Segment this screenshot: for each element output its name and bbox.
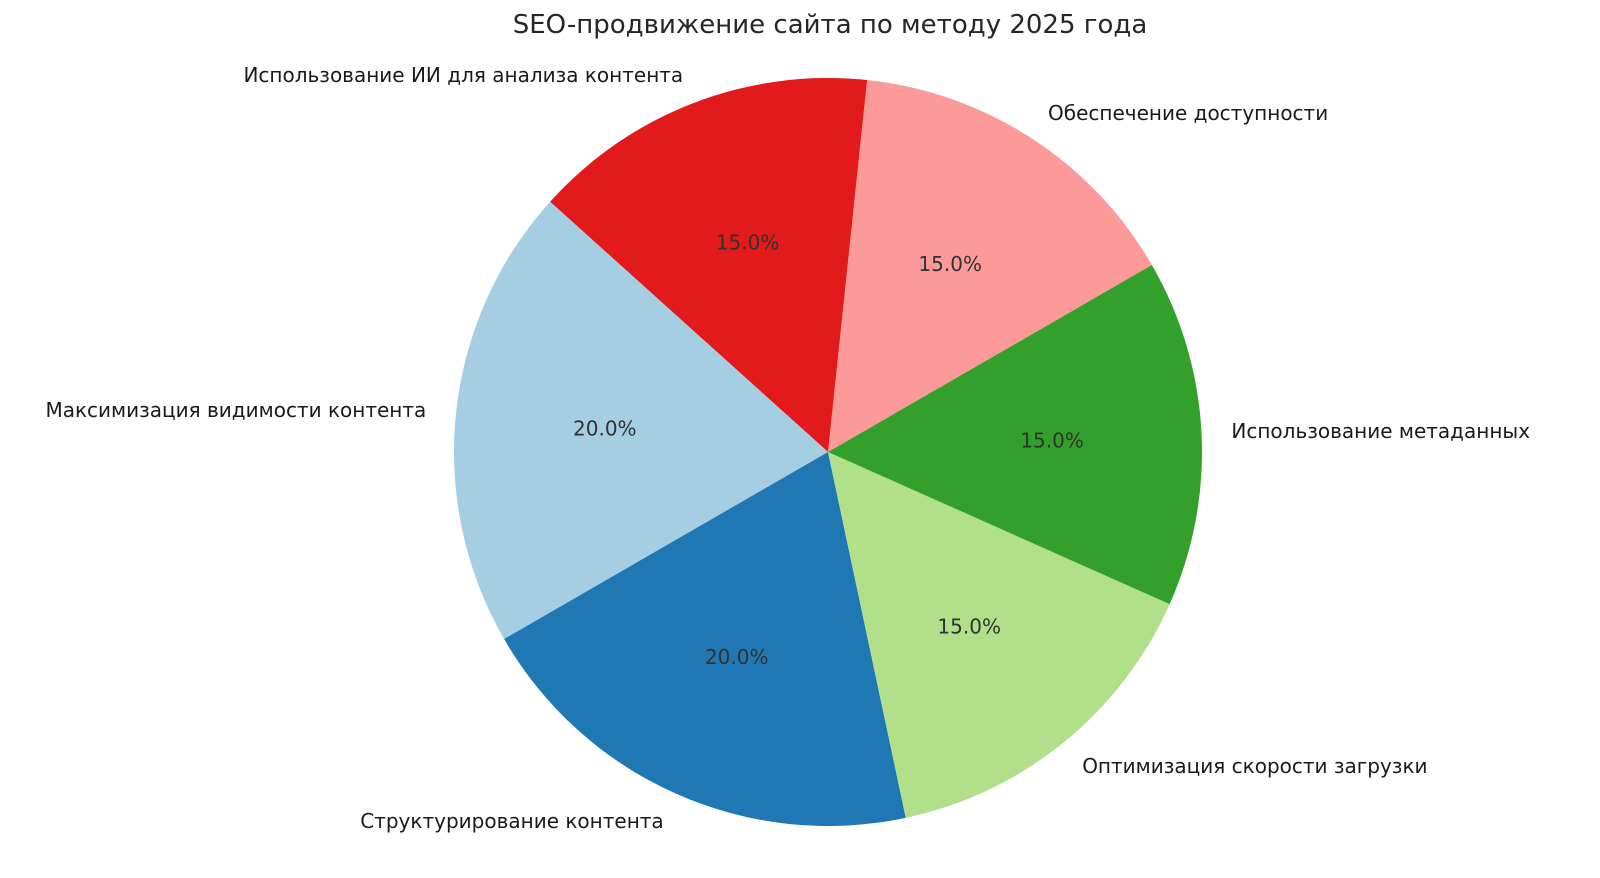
pie-slice-label-3: Структурирование контента	[360, 809, 663, 833]
pie-slice-label-0: Обеспечение доступности	[1048, 101, 1328, 125]
pie-slice-0	[828, 80, 1152, 453]
pie-slice-label-1: Использование ИИ для анализа контента	[243, 63, 683, 87]
pie-slice-3	[504, 452, 906, 827]
pie-pct-label-3: 20.0%	[705, 645, 769, 669]
pie-slice-2	[454, 201, 828, 639]
chart-title: SEO-продвижение сайта по методу 2025 год…	[512, 10, 1148, 40]
pie-pct-label-0: 15.0%	[918, 252, 982, 276]
pie-slice-1	[550, 78, 868, 453]
pie-slice-5	[828, 265, 1203, 605]
pie-slice-label-5: Использование метаданных	[1231, 419, 1530, 443]
pie-pct-label-4: 15.0%	[937, 614, 1001, 638]
pie-pct-label-5: 15.0%	[1020, 428, 1084, 452]
pie-slice-label-4: Оптимизация скорости загрузки	[1082, 754, 1427, 778]
pie-pct-label-1: 15.0%	[716, 231, 780, 255]
pie-slice-4	[828, 452, 1170, 818]
pie-pct-label-2: 20.0%	[573, 417, 637, 441]
pie-slice-label-2: Максимизация видимости контента	[45, 398, 426, 422]
